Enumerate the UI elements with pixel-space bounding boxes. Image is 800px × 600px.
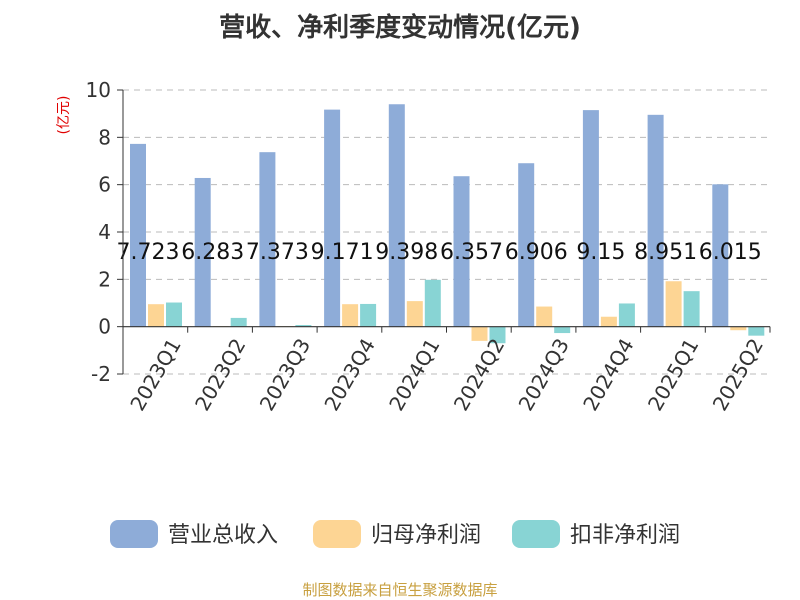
data-label: 6.357 bbox=[440, 240, 503, 265]
x-tick-label: 2025Q1 bbox=[643, 334, 703, 415]
chart-title: 营收、净利季度变动情况(亿元) bbox=[219, 12, 581, 43]
bar-3 bbox=[554, 326, 571, 334]
x-tick-label: 2024Q3 bbox=[514, 334, 574, 415]
y-tick-label: 8 bbox=[98, 125, 111, 149]
x-tick-label: 2023Q1 bbox=[125, 334, 185, 415]
bar-3 bbox=[618, 303, 635, 327]
data-label: 6.906 bbox=[505, 240, 568, 265]
bar-3 bbox=[295, 325, 312, 327]
bar-2 bbox=[471, 326, 488, 341]
y-tick-label: 0 bbox=[98, 315, 111, 339]
bar-2 bbox=[730, 326, 747, 331]
data-label: 9.15 bbox=[576, 240, 625, 265]
x-tick-label: 2023Q2 bbox=[190, 334, 250, 415]
y-tick-label: -2 bbox=[91, 362, 111, 386]
bar-1 bbox=[582, 110, 599, 327]
legend-swatch bbox=[313, 520, 361, 548]
x-tick-label: 2023Q3 bbox=[255, 334, 315, 415]
x-tick-label: 2023Q4 bbox=[319, 334, 379, 415]
legend-swatch bbox=[110, 520, 158, 548]
bars bbox=[130, 104, 765, 344]
bar-1 bbox=[647, 114, 664, 327]
y-tick-label: 4 bbox=[98, 220, 111, 244]
bar-2 bbox=[600, 316, 617, 327]
bar-1 bbox=[194, 177, 211, 327]
data-label: 8.951 bbox=[634, 240, 697, 265]
x-tick-labels: 2023Q1 2023Q2 2023Q3 2023Q4 2024Q1 2024Q2 2024… bbox=[125, 334, 768, 415]
data-label: 6.015 bbox=[699, 240, 762, 265]
legend-label: 营业总收入 bbox=[168, 523, 278, 548]
data-label: 9.171 bbox=[311, 240, 374, 265]
axes bbox=[117, 89, 771, 375]
bar-3 bbox=[424, 279, 441, 327]
legend: 营业总收入 归母净利润 扣非净利润 bbox=[110, 520, 680, 548]
legend-label: 扣非净利润 bbox=[570, 523, 680, 548]
bar-1 bbox=[518, 163, 535, 327]
data-labels: 7.723 6.283 7.373 9.171 9.398 6.357 6.906 9.15 8… bbox=[117, 240, 762, 265]
bar-3 bbox=[748, 326, 765, 336]
y-tick-label: 10 bbox=[86, 78, 111, 102]
y-tick-label: 2 bbox=[98, 267, 111, 291]
y-tick-labels: -2 0 2 4 6 8 10 bbox=[86, 78, 111, 386]
data-label: 7.723 bbox=[117, 240, 180, 265]
bar-2 bbox=[148, 304, 164, 327]
bar-1 bbox=[712, 184, 729, 327]
bar-1 bbox=[388, 104, 405, 327]
bar-1 bbox=[324, 109, 341, 327]
bar-2 bbox=[536, 306, 553, 327]
legend-swatch bbox=[512, 520, 560, 548]
data-label: 7.373 bbox=[246, 240, 309, 265]
bar-2 bbox=[342, 304, 359, 327]
bar-3 bbox=[360, 303, 377, 327]
x-tick-label: 2024Q4 bbox=[578, 334, 638, 415]
data-label: 9.398 bbox=[375, 240, 438, 265]
y-axis-label: (亿元) bbox=[56, 96, 72, 135]
bar-3 bbox=[166, 302, 182, 327]
x-tick-label: 2025Q2 bbox=[708, 334, 768, 415]
data-label: 6.283 bbox=[181, 240, 244, 265]
bar-1 bbox=[453, 176, 470, 327]
bar-2 bbox=[406, 301, 423, 327]
y-tick-label: 6 bbox=[98, 173, 111, 197]
source-note: 制图数据来自恒生聚源数据库 bbox=[302, 581, 497, 599]
x-tick-label: 2024Q2 bbox=[449, 334, 509, 415]
bar-1 bbox=[130, 143, 146, 327]
bar-1 bbox=[259, 152, 276, 327]
bar-3 bbox=[230, 317, 247, 327]
bar-3 bbox=[489, 326, 506, 344]
legend-label: 归母净利润 bbox=[371, 523, 481, 548]
x-tick-label: 2024Q1 bbox=[384, 334, 444, 415]
bar-2 bbox=[665, 281, 682, 327]
bar-3 bbox=[683, 291, 700, 327]
